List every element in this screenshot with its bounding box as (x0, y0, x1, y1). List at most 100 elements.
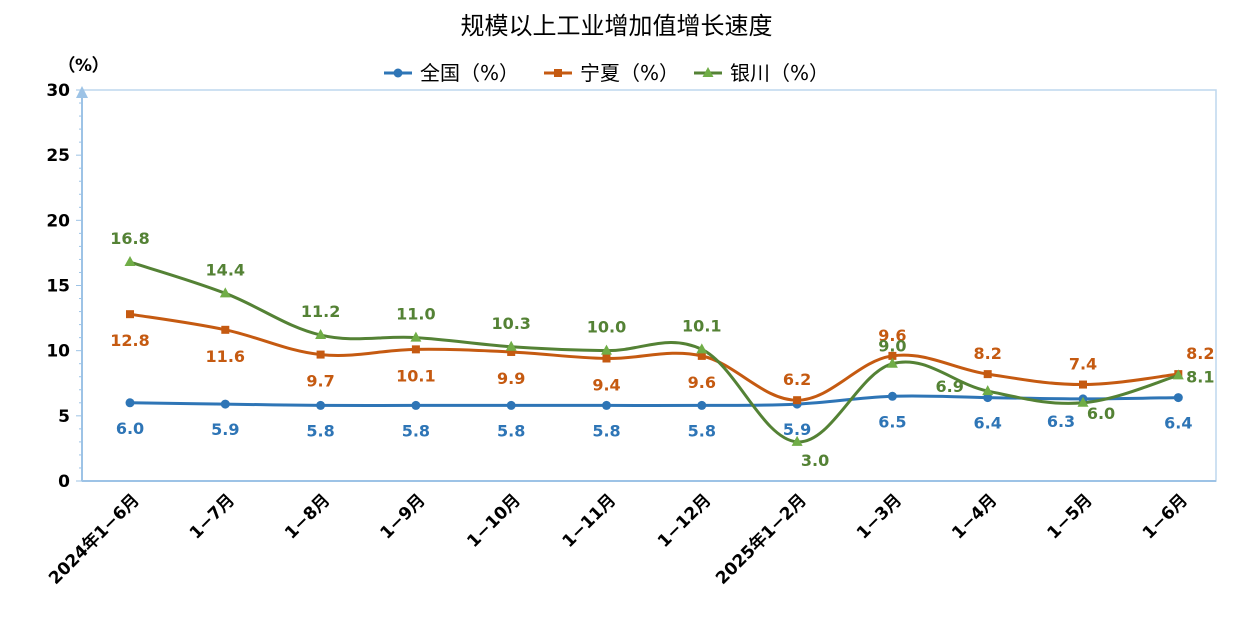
y-axis: 0 5 10 15 20 25 30 (46, 81, 88, 492)
data-label: 5.9 (783, 420, 811, 439)
data-label: 6.9 (936, 377, 964, 396)
data-point (125, 398, 135, 408)
data-label: 10.0 (587, 318, 626, 337)
data-point (316, 350, 325, 359)
legend-item: 银川（%） (694, 61, 829, 85)
series-0 (125, 391, 1183, 410)
data-label: 6.2 (783, 370, 811, 389)
x-tick-label: 1−10月 (463, 490, 524, 551)
data-point (697, 400, 707, 410)
data-label: 11.2 (301, 302, 340, 321)
y-tick-label: 25 (46, 146, 70, 166)
data-label: 9.9 (497, 369, 525, 388)
chart-title: 规模以上工业增加值增长速度 (460, 12, 773, 40)
data-label: 5.9 (211, 420, 239, 439)
legend-label: 全国（%） (420, 61, 519, 85)
y-axis-arrow (76, 86, 88, 98)
x-tick-label: 1−12月 (654, 490, 715, 551)
data-label: 6.0 (116, 419, 144, 438)
data-point (697, 351, 706, 360)
data-label: 5.8 (306, 421, 334, 440)
data-label: 11.0 (396, 305, 435, 324)
x-tick-label: 1−5月 (1044, 490, 1097, 543)
data-label: 10.3 (491, 314, 530, 333)
data-point (316, 400, 326, 410)
data-label: 6.4 (974, 414, 1002, 433)
y-tick-label: 30 (46, 81, 70, 101)
series-2 (124, 256, 1184, 446)
x-tick-label: 2024年1−6月 (44, 490, 143, 589)
y-tick-label: 15 (46, 277, 70, 297)
data-point (1172, 369, 1184, 380)
series-1 (126, 310, 1183, 405)
data-label: 5.8 (402, 421, 430, 440)
data-point (410, 331, 422, 342)
x-tick-label: 1−9月 (376, 490, 429, 543)
data-label: 5.8 (592, 421, 620, 440)
legend-item: 全国（%） (384, 61, 519, 85)
y-tick-label: 10 (46, 342, 70, 362)
data-label: 10.1 (396, 366, 435, 385)
data-label: 6.4 (1164, 414, 1192, 433)
data-point (411, 345, 420, 354)
data-point (982, 385, 994, 396)
data-point (887, 391, 897, 401)
legend-marker (554, 69, 562, 77)
data-label: 9.0 (878, 337, 906, 356)
data-label: 12.8 (110, 331, 149, 350)
data-labels: 6.0 5.9 5.8 5.8 5.8 5.8 5.8 5.9 6.5 6.4 6.3 6.4 12.8… (110, 229, 1214, 470)
series-line (128, 394, 1180, 408)
y-tick-label: 5 (58, 407, 70, 427)
data-point (983, 393, 993, 403)
data-label: 9.6 (878, 326, 906, 345)
series-layer (124, 256, 1184, 446)
data-point (791, 435, 803, 446)
data-label: 9.4 (592, 375, 620, 394)
data-label: 5.8 (497, 421, 525, 440)
data-label: 9.6 (688, 373, 716, 392)
series-line (128, 312, 1180, 402)
data-point (886, 357, 898, 368)
data-label: 8.2 (1186, 344, 1214, 363)
data-label: 8.1 (1186, 367, 1214, 386)
data-label: 6.3 (1047, 412, 1075, 431)
data-point (1077, 396, 1089, 407)
x-tick-label: 1−4月 (948, 490, 1001, 543)
data-point (888, 351, 897, 360)
data-point (505, 340, 517, 351)
x-tick-label: 1−3月 (853, 490, 906, 543)
data-point (602, 354, 611, 363)
legend-label: 银川（%） (730, 61, 829, 85)
data-point (219, 287, 231, 298)
data-point (983, 370, 992, 379)
data-point (506, 400, 516, 410)
data-point (601, 344, 612, 355)
data-label: 14.4 (206, 260, 245, 279)
y-tick-label: 20 (46, 211, 70, 231)
data-point (124, 256, 136, 267)
legend-marker (393, 68, 403, 78)
legend: 全国（%） 宁夏（%） 银川（%） (384, 61, 829, 85)
data-point (220, 399, 230, 409)
legend-label: 宁夏（%） (580, 61, 679, 85)
data-label: 7.4 (1069, 355, 1097, 374)
x-tick-label: 1−11月 (559, 490, 620, 551)
data-label: 8.2 (974, 344, 1002, 363)
data-point (793, 396, 802, 405)
x-tick-label: 1−8月 (281, 490, 334, 543)
data-label: 6.5 (878, 412, 906, 431)
data-point (411, 400, 421, 410)
data-point (315, 329, 327, 340)
series-line (128, 260, 1180, 444)
data-point (696, 343, 708, 354)
x-tick-label: 2025年1−2月 (711, 490, 810, 589)
data-label: 10.1 (682, 316, 721, 335)
data-label: 5.8 (688, 421, 716, 440)
x-tick-label: 1−6月 (1139, 490, 1192, 543)
data-point (126, 310, 134, 319)
data-point (602, 400, 611, 410)
data-label: 11.6 (206, 347, 245, 366)
data-label: 6.0 (1087, 404, 1115, 423)
x-tick-label: 1−7月 (186, 490, 239, 543)
